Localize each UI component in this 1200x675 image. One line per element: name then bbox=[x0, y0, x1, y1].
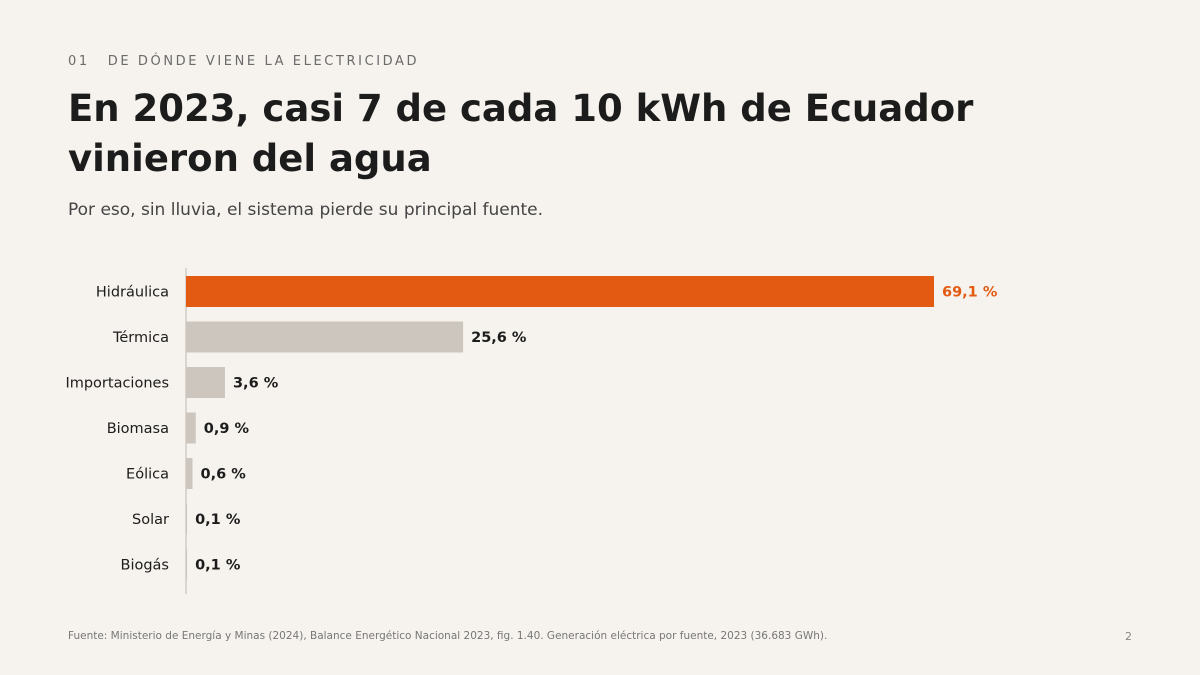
category-label: Eólica bbox=[126, 467, 169, 483]
value-label: 0,1 % bbox=[195, 558, 241, 574]
bar bbox=[186, 412, 196, 444]
section-label: DE DÓNDE VIENE LA ELECTRICIDAD bbox=[107, 54, 420, 69]
source-footnote: Fuente: Ministerio de Energía y Minas (2… bbox=[68, 630, 828, 642]
bar bbox=[186, 549, 188, 580]
bar-chart: Hidráulica 69,1 % Térmica 25,6 % Importacion… bbox=[65, 268, 998, 594]
value-label: 25,6 % bbox=[471, 330, 527, 346]
page-title: En 2023, casi 7 de cada 10 kWh de Ecuado… bbox=[68, 87, 974, 180]
value-label: 0,1 % bbox=[195, 512, 241, 528]
page-number: 2 bbox=[1125, 630, 1132, 643]
value-label: 69,1 % bbox=[942, 285, 998, 301]
value-label: 0,9 % bbox=[204, 421, 250, 437]
bar bbox=[186, 367, 225, 398]
category-label: Importaciones bbox=[65, 376, 169, 392]
bar bbox=[186, 321, 464, 353]
category-label: Biomasa bbox=[107, 421, 169, 437]
page-subtitle: Por eso, sin lluvia, el sistema pierde s… bbox=[68, 200, 544, 220]
bar bbox=[186, 503, 188, 535]
bar bbox=[186, 458, 193, 489]
category-label: Térmica bbox=[112, 330, 169, 346]
category-label: Hidráulica bbox=[96, 285, 169, 301]
bar-highlight bbox=[186, 276, 934, 307]
category-label: Biogás bbox=[121, 558, 170, 574]
category-label: Solar bbox=[132, 512, 169, 528]
value-label: 0,6 % bbox=[200, 467, 246, 483]
section-kicker: 01 DE DÓNDE VIENE LA ELECTRICIDAD bbox=[68, 54, 419, 69]
value-label: 3,6 % bbox=[233, 376, 279, 392]
section-number: 01 bbox=[68, 54, 90, 69]
